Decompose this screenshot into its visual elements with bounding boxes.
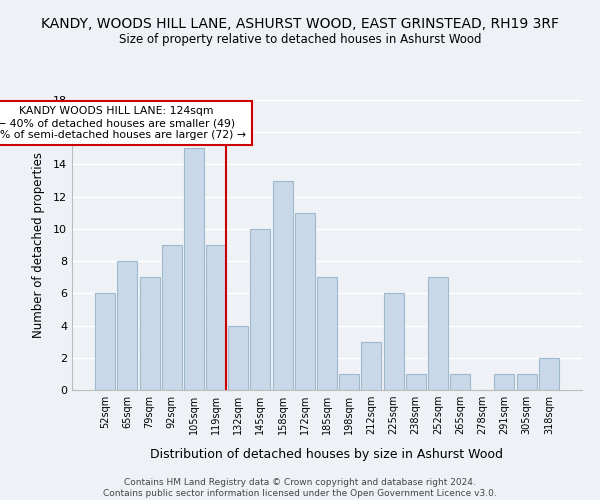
Bar bbox=[339, 374, 359, 390]
Bar bbox=[428, 277, 448, 390]
Bar bbox=[140, 277, 160, 390]
Bar bbox=[250, 229, 271, 390]
Bar bbox=[95, 294, 115, 390]
Bar bbox=[450, 374, 470, 390]
Bar bbox=[206, 245, 226, 390]
Bar bbox=[184, 148, 204, 390]
Text: Contains HM Land Registry data © Crown copyright and database right 2024.
Contai: Contains HM Land Registry data © Crown c… bbox=[103, 478, 497, 498]
X-axis label: Distribution of detached houses by size in Ashurst Wood: Distribution of detached houses by size … bbox=[151, 448, 503, 461]
Bar bbox=[361, 342, 382, 390]
Bar bbox=[228, 326, 248, 390]
Bar bbox=[295, 213, 315, 390]
Bar bbox=[118, 261, 137, 390]
Bar bbox=[162, 245, 182, 390]
Bar bbox=[383, 294, 404, 390]
Bar bbox=[406, 374, 426, 390]
Text: Size of property relative to detached houses in Ashurst Wood: Size of property relative to detached ho… bbox=[119, 32, 481, 46]
Text: KANDY WOODS HILL LANE: 124sqm
← 40% of detached houses are smaller (49)
60% of s: KANDY WOODS HILL LANE: 124sqm ← 40% of d… bbox=[0, 106, 246, 140]
Bar bbox=[539, 358, 559, 390]
Bar bbox=[517, 374, 536, 390]
Bar bbox=[317, 277, 337, 390]
Y-axis label: Number of detached properties: Number of detached properties bbox=[32, 152, 44, 338]
Bar bbox=[494, 374, 514, 390]
Text: KANDY, WOODS HILL LANE, ASHURST WOOD, EAST GRINSTEAD, RH19 3RF: KANDY, WOODS HILL LANE, ASHURST WOOD, EA… bbox=[41, 18, 559, 32]
Bar bbox=[272, 180, 293, 390]
